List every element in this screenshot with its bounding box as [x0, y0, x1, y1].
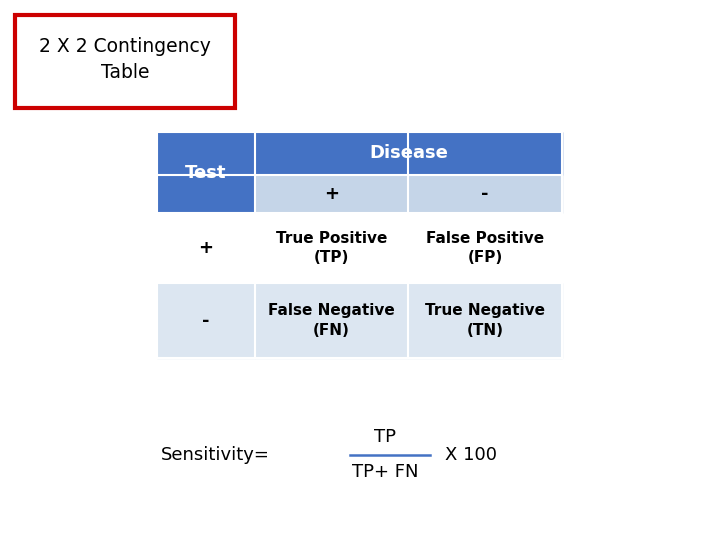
Text: TP: TP	[374, 428, 396, 446]
Text: Sensitivity=: Sensitivity=	[161, 446, 270, 464]
Text: -: -	[481, 185, 489, 203]
Text: Test: Test	[185, 164, 227, 181]
Bar	[255, 213, 408, 283]
Bar	[255, 132, 562, 175]
Bar	[255, 283, 408, 358]
Bar	[157, 283, 255, 358]
Bar	[255, 175, 408, 213]
Bar	[408, 283, 562, 358]
Text: +: +	[324, 185, 339, 203]
Bar	[408, 175, 562, 213]
Text: False Negative
(FN): False Negative (FN)	[268, 303, 395, 338]
Bar	[15, 15, 235, 108]
Bar	[157, 132, 255, 213]
Text: X 100: X 100	[445, 446, 497, 464]
Bar	[157, 213, 255, 283]
Bar	[408, 213, 562, 283]
Text: 2 X 2 Contingency
Table: 2 X 2 Contingency Table	[39, 37, 211, 82]
Text: True Positive
(TP): True Positive (TP)	[276, 231, 387, 265]
Text: True Negative
(TN): True Negative (TN)	[425, 303, 545, 338]
Text: False Positive
(FP): False Positive (FP)	[426, 231, 544, 265]
Text: -: -	[202, 312, 210, 329]
Text: +: +	[199, 239, 214, 257]
Text: TP+ FN: TP+ FN	[352, 463, 418, 481]
Text: Disease: Disease	[369, 145, 448, 163]
